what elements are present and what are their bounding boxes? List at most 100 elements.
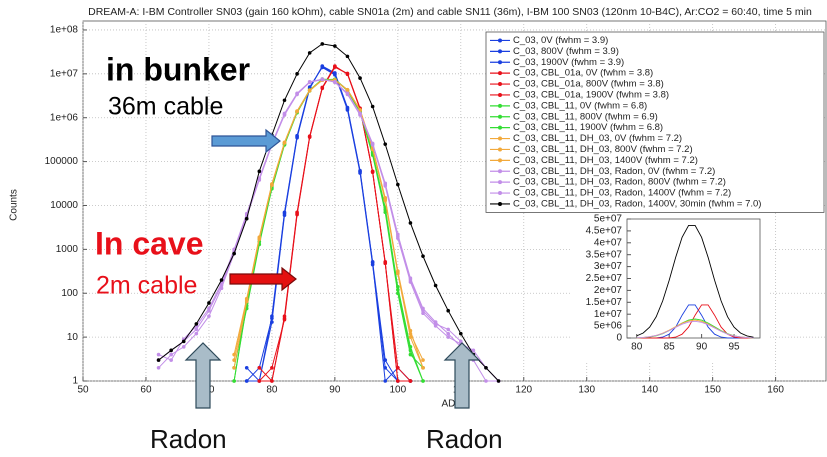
data-point <box>383 379 388 383</box>
data-point <box>396 291 400 296</box>
x-tick-label: 95 <box>728 342 740 353</box>
legend-marker <box>498 49 502 54</box>
data-point <box>370 104 375 109</box>
x-tick-label: 130 <box>578 385 595 396</box>
data-point <box>345 72 350 77</box>
data-point <box>408 335 413 339</box>
legend-label: C_03, CBL_11, DH_03, 1400V (fwhm = 7.2) <box>513 155 698 166</box>
legend-marker <box>498 103 502 108</box>
data-point <box>295 72 299 76</box>
data-point <box>396 271 400 276</box>
data-point <box>257 379 262 383</box>
data-point <box>458 339 463 344</box>
data-point <box>383 142 388 146</box>
y-tick-label: 4e+07 <box>594 237 623 248</box>
data-point <box>345 54 350 59</box>
y-tick-label: 1000 <box>56 244 79 255</box>
x-tick-label: 60 <box>140 385 152 396</box>
data-point <box>421 379 425 383</box>
legend-label: C_03, CBL_01a, 0V (fwhm = 3.8) <box>513 68 653 79</box>
legend-label: C_03, CBL_11, DH_03, Radon, 800V (fwhm =… <box>513 177 726 188</box>
data-point <box>421 365 425 370</box>
data-point <box>408 352 413 357</box>
data-point <box>232 379 236 383</box>
series-line <box>636 304 754 339</box>
y-axis-label: Counts <box>9 189 20 221</box>
data-point <box>169 358 173 362</box>
y-tick-label: 3.5e+07 <box>586 249 623 260</box>
legend-marker <box>498 191 502 196</box>
data-point <box>282 111 287 116</box>
x-tick-label: 160 <box>767 385 784 396</box>
x-tick-label: 90 <box>329 385 341 396</box>
data-point <box>383 260 388 264</box>
data-point <box>383 358 388 362</box>
legend-marker <box>498 71 502 76</box>
data-point <box>333 71 337 75</box>
y-tick-label: 5e+07 <box>594 214 623 225</box>
y-tick-label: 2e+07 <box>594 285 623 296</box>
data-point <box>194 331 199 336</box>
data-point <box>169 352 173 357</box>
data-point <box>207 306 211 311</box>
data-point <box>458 331 463 336</box>
data-point <box>333 80 337 85</box>
legend-label: C_03, CBL_11, 800V (fwhm = 6.9) <box>513 111 658 122</box>
data-point <box>194 327 199 332</box>
series-line <box>233 78 424 382</box>
y-tick-label: 100000 <box>45 156 79 167</box>
data-point <box>383 365 388 370</box>
arrow <box>229 266 297 292</box>
data-point <box>270 182 274 186</box>
series-line <box>636 224 754 338</box>
legend-marker <box>498 82 502 87</box>
legend-marker <box>498 180 502 185</box>
annotation: Radon <box>150 424 227 454</box>
x-axis-label: ADC <box>441 399 462 410</box>
legend-marker <box>498 147 502 152</box>
data-point <box>181 339 186 344</box>
data-point <box>446 308 451 313</box>
data-point <box>194 322 199 326</box>
x-tick-label: 85 <box>664 342 676 353</box>
x-tick-label: 80 <box>631 342 643 353</box>
data-point <box>421 254 425 258</box>
legend-label: C_03, CBL_11, DH_03, 0V (fwhm = 7.2) <box>513 133 682 144</box>
x-tick-label: 140 <box>641 385 658 396</box>
data-point <box>408 345 413 349</box>
legend-marker <box>498 114 502 119</box>
data-point <box>207 314 211 318</box>
data-point <box>270 379 274 383</box>
data-point <box>396 182 400 187</box>
data-point <box>345 92 350 97</box>
data-point <box>345 88 350 92</box>
annotation: 2m cable <box>96 272 197 300</box>
data-point <box>496 379 501 383</box>
series-line <box>158 43 499 382</box>
y-tick-label: 3e+07 <box>594 261 623 272</box>
data-point <box>219 278 224 282</box>
data-point <box>307 51 312 55</box>
data-point <box>333 44 337 48</box>
data-point <box>320 64 325 68</box>
series-line <box>636 320 754 339</box>
data-point <box>307 134 312 138</box>
x-tick-label: 80 <box>266 385 278 396</box>
data-point <box>333 64 337 68</box>
chart-title: DREAM-A: I-BM Controller SN03 (gain 160 … <box>88 6 812 18</box>
legend-marker <box>498 60 502 65</box>
data-point <box>408 280 413 284</box>
data-point <box>156 352 161 357</box>
data-point <box>244 296 249 301</box>
y-tick-label: 5e+06 <box>594 321 623 332</box>
data-point <box>282 140 287 145</box>
data-point <box>345 105 350 110</box>
series-line <box>233 79 424 368</box>
data-point <box>320 77 325 81</box>
data-point <box>421 306 425 311</box>
legend-label: C_03, CBL_01a, 1900V (fwhm = 3.8) <box>513 89 669 100</box>
data-point <box>270 365 274 370</box>
data-point <box>358 168 362 173</box>
data-point <box>320 42 325 46</box>
data-point <box>307 88 312 92</box>
